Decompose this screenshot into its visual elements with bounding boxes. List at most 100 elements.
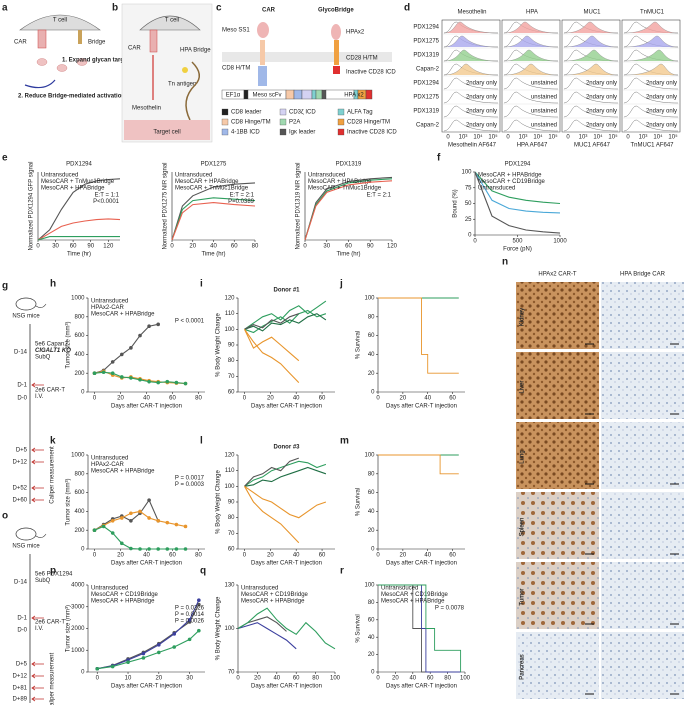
tm [334,40,339,65]
data-point [110,519,115,523]
histogram [623,119,679,132]
chart-title: Donor #1 [273,288,300,294]
data-point [165,547,170,551]
legend-swatch [337,118,345,126]
step-text: SubQ [35,355,51,361]
row-label: Pancreas [520,654,526,679]
y-axis-label: % Body Weight Change [216,596,222,660]
data-point [138,333,142,338]
legend-swatch [221,108,229,116]
tick-label: 0 [566,135,570,141]
antigen [76,58,88,66]
construct-segment [293,89,303,100]
series-line [474,171,561,234]
x-tick-label: 0 [36,244,40,250]
legend-label: Igκ leader [289,130,315,136]
x-tick-label: 100 [330,676,341,682]
x-axis-label: Days after CAR-T injection [111,561,182,567]
y-axis-label: % Body Weight Change [216,470,222,534]
series-line [304,180,393,241]
tn-antigen [182,67,188,73]
ihc-tile [601,422,684,489]
data-point [110,664,115,669]
row-label: Capan-2 [416,123,440,129]
series-line [237,622,297,650]
row-label: Capan-2 [416,67,440,73]
x-axis-label: Days after CAR-T injection [111,684,182,690]
series-line [378,297,459,374]
measure-label: Caliper measurement [50,446,56,504]
y-tick-label: 1000 [71,296,85,302]
histogram [623,77,679,90]
label: CD28 H/TM [346,56,378,62]
tick-label: 10⁵ [488,134,498,141]
histogram [563,49,619,62]
data-point [165,379,170,384]
legend-label: P2A [289,120,300,126]
arrow [31,447,44,453]
x-tick-label: 80 [444,676,451,682]
data-point [138,547,142,551]
data-point [120,352,124,357]
legend-label: MesoCAR + TnMuc1Bridge [41,179,115,185]
car-shape [149,29,158,53]
x-axis-label: TnMUC1 AF647 [630,143,674,149]
x-tick-label: 0 [243,396,247,402]
data-point [138,509,142,514]
arrow [31,497,44,503]
note: 2ndary only [586,81,617,87]
x-tick-label: 30 [323,244,330,250]
legend-label: MesoCAR + HPABridge [91,312,155,318]
data-point [147,379,151,384]
legend-label: Untransduced [41,173,78,179]
chart-title: Donor #3 [273,445,300,451]
y-tick-label: 20 [368,371,375,377]
series-line [244,329,300,362]
y-tick-label: 70 [228,374,235,380]
panel-letter: l [200,436,203,447]
panel-letter: q [200,566,206,577]
y-tick-label: 75 [465,185,472,191]
label: HPAx2 [346,30,365,36]
series-line [244,485,327,519]
icd [258,66,267,86]
note: unstained [531,95,557,101]
x-tick-label: 20 [400,396,407,402]
series-line [378,454,459,475]
annotation: P < 0.0001 [175,319,205,325]
x-tick-label: 0 [170,244,174,250]
day-label: D+5 [16,662,28,668]
tick-label: 10⁴ [653,134,663,141]
legend-label: Untransduced [175,173,212,179]
data-point [95,666,100,671]
data-point [147,498,151,502]
y-tick-label: 600 [74,490,85,496]
histogram [563,119,619,132]
x-tick-label: 80 [312,676,319,682]
x-tick-label: 90 [367,244,374,250]
panel-letter: a [2,3,8,14]
label: Target cell [153,130,180,136]
x-axis-label: Days after CAR-T injection [386,561,457,567]
annotation: P = 0.0017 [175,476,205,482]
series-line [244,313,327,332]
construct-segment [301,89,313,100]
y-tick-label: 80 [368,600,375,606]
ihc-tile [601,632,684,699]
y-tick-label: 70 [228,670,235,676]
ihc-tile [516,282,599,349]
y-tick-label: 80 [228,358,235,364]
column-header: MUC1 [583,10,601,16]
x-axis-label: Days after CAR-T injection [386,404,457,410]
ihc-tile [516,352,599,419]
label: CAR [128,46,141,52]
antigen [56,64,68,72]
panel-letter: h [50,279,56,290]
day-label: D+12 [12,674,27,680]
y-tick-label: 40 [368,509,375,515]
y-tick-label: 120 [224,296,235,302]
mouse [15,527,37,541]
x-tick-label: 20 [189,244,196,250]
x-tick-label: 60 [231,244,238,250]
